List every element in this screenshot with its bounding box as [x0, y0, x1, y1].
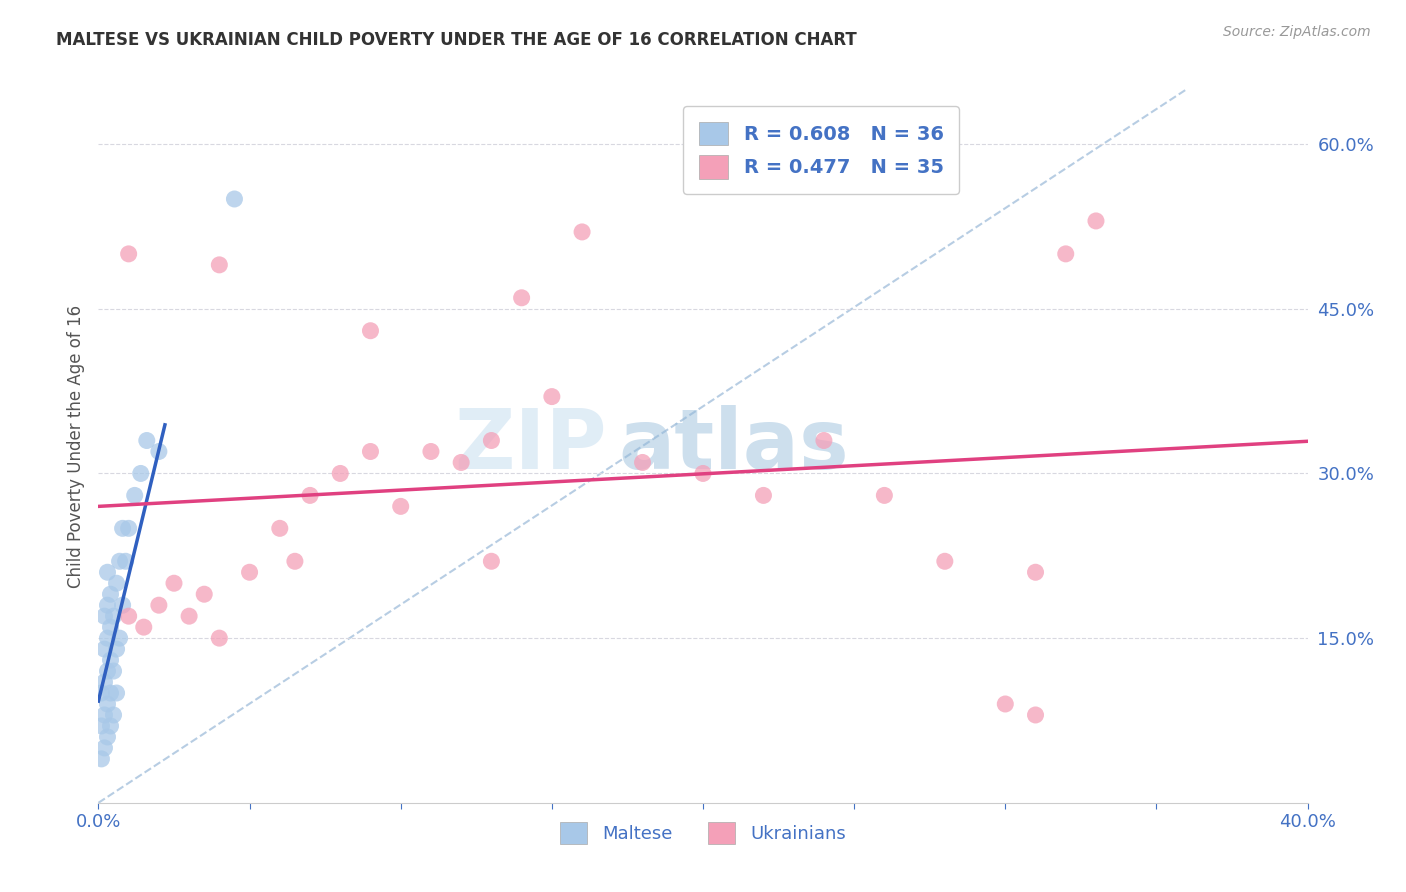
- Point: [481, 554, 503, 568]
- Point: [100, 686, 122, 700]
- Point: [994, 697, 1017, 711]
- Point: [239, 566, 262, 580]
- Point: [105, 576, 128, 591]
- Point: [571, 225, 593, 239]
- Point: [93, 740, 115, 755]
- Point: [93, 675, 115, 690]
- Point: [873, 488, 896, 502]
- Point: [129, 467, 152, 481]
- Point: [148, 444, 170, 458]
- Point: [118, 247, 141, 261]
- Point: [329, 467, 352, 481]
- Point: [108, 554, 131, 568]
- Point: [284, 554, 307, 568]
- Point: [224, 192, 246, 206]
- Point: [540, 390, 562, 404]
- Point: [510, 291, 533, 305]
- Point: [208, 631, 231, 645]
- Point: [96, 697, 118, 711]
- Point: [114, 554, 136, 568]
- Point: [124, 488, 146, 502]
- Point: [96, 664, 118, 678]
- Point: [360, 324, 382, 338]
- Point: [111, 521, 134, 535]
- Point: [1054, 247, 1077, 261]
- Point: [269, 521, 291, 535]
- Point: [103, 609, 125, 624]
- Point: [105, 642, 128, 657]
- Point: [93, 708, 115, 723]
- Point: [934, 554, 956, 568]
- Point: [1085, 214, 1108, 228]
- Point: [631, 455, 654, 469]
- Point: [93, 642, 115, 657]
- Text: MALTESE VS UKRAINIAN CHILD POVERTY UNDER THE AGE OF 16 CORRELATION CHART: MALTESE VS UKRAINIAN CHILD POVERTY UNDER…: [56, 31, 858, 49]
- Point: [1024, 566, 1046, 580]
- Point: [193, 587, 215, 601]
- Point: [179, 609, 201, 624]
- Point: [103, 664, 125, 678]
- Text: Source: ZipAtlas.com: Source: ZipAtlas.com: [1223, 25, 1371, 39]
- Point: [96, 631, 118, 645]
- Point: [108, 631, 131, 645]
- Point: [90, 752, 112, 766]
- Point: [96, 730, 118, 744]
- Point: [481, 434, 503, 448]
- Point: [450, 455, 472, 469]
- Point: [96, 566, 118, 580]
- Point: [132, 620, 155, 634]
- Point: [118, 521, 141, 535]
- Point: [752, 488, 775, 502]
- Text: ZIP: ZIP: [454, 406, 606, 486]
- Y-axis label: Child Poverty Under the Age of 16: Child Poverty Under the Age of 16: [66, 304, 84, 588]
- Point: [93, 609, 115, 624]
- Point: [813, 434, 835, 448]
- Point: [420, 444, 443, 458]
- Point: [100, 719, 122, 733]
- Point: [90, 719, 112, 733]
- Point: [90, 686, 112, 700]
- Point: [1024, 708, 1046, 723]
- Legend: Maltese, Ukrainians: Maltese, Ukrainians: [553, 814, 853, 851]
- Point: [360, 444, 382, 458]
- Point: [148, 598, 170, 612]
- Text: atlas: atlas: [619, 406, 849, 486]
- Point: [118, 609, 141, 624]
- Point: [105, 686, 128, 700]
- Point: [163, 576, 186, 591]
- Point: [96, 598, 118, 612]
- Point: [111, 598, 134, 612]
- Point: [389, 500, 412, 514]
- Point: [692, 467, 714, 481]
- Point: [100, 653, 122, 667]
- Point: [103, 708, 125, 723]
- Point: [100, 587, 122, 601]
- Point: [299, 488, 322, 502]
- Point: [208, 258, 231, 272]
- Point: [135, 434, 157, 448]
- Point: [100, 620, 122, 634]
